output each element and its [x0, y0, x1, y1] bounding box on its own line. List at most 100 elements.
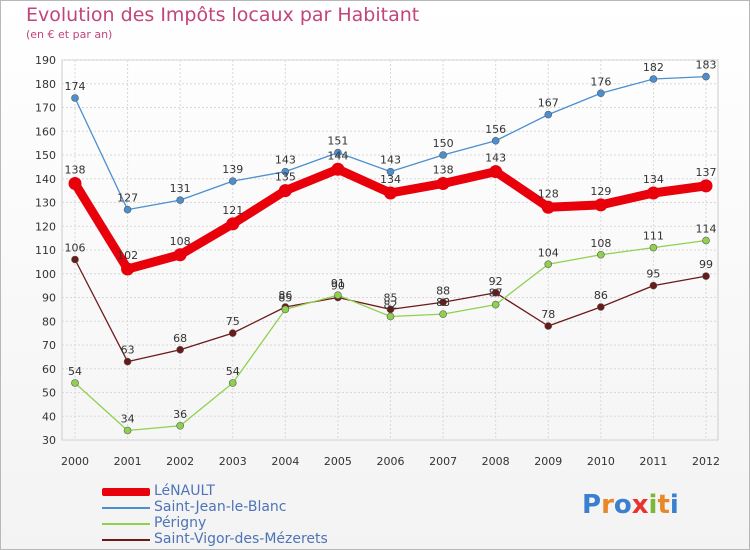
x-tick-label: 2006: [377, 455, 405, 468]
data-label: 78: [541, 308, 555, 321]
data-label: 143: [485, 152, 506, 165]
y-tick-label: 110: [35, 244, 56, 257]
y-tick-label: 40: [42, 410, 56, 423]
data-label: 104: [538, 246, 559, 259]
data-point: [176, 345, 184, 354]
data-point: [331, 162, 345, 176]
data-label: 86: [278, 289, 292, 302]
data-label: 143: [380, 154, 401, 167]
data-label: 90: [331, 280, 345, 293]
y-tick-label: 150: [35, 149, 56, 162]
data-point: [334, 291, 342, 299]
logo-letter: o: [613, 490, 632, 520]
y-tick-label: 80: [42, 315, 56, 328]
data-label: 182: [643, 61, 664, 74]
data-point: [386, 167, 395, 176]
data-label: 54: [226, 365, 240, 378]
data-point: [439, 310, 447, 318]
data-point: [439, 298, 447, 307]
data-label: 83: [436, 296, 450, 309]
data-label: 138: [433, 164, 454, 177]
y-tick-label: 50: [42, 387, 56, 400]
data-point: [123, 205, 132, 214]
data-label: 108: [590, 237, 611, 250]
data-point: [544, 260, 553, 269]
data-point: [439, 151, 447, 159]
data-label: 99: [699, 258, 713, 271]
data-point: [491, 300, 500, 309]
data-label: 156: [485, 123, 506, 136]
data-point: [121, 262, 135, 276]
x-tick-label: 2001: [114, 455, 142, 468]
data-point: [384, 186, 397, 200]
data-point: [226, 217, 240, 231]
data-label: 95: [646, 268, 660, 281]
data-point: [544, 110, 553, 119]
data-point: [702, 236, 710, 245]
data-label: 138: [65, 164, 86, 177]
data-label: 63: [121, 344, 135, 357]
data-point: [646, 186, 660, 200]
data-point: [71, 255, 79, 264]
proxiti-logo: Proxiti: [582, 490, 679, 520]
x-tick-label: 2004: [271, 455, 299, 468]
data-label: 134: [380, 173, 401, 186]
chart-subtitle: (en € et par an): [26, 28, 113, 41]
data-label: 129: [590, 185, 611, 198]
data-point: [123, 426, 132, 435]
data-point: [176, 421, 184, 430]
data-point: [334, 148, 342, 157]
data-label: 54: [68, 365, 82, 378]
x-tick-label: 2010: [587, 455, 615, 468]
logo-letter: t: [657, 490, 670, 520]
y-tick-label: 180: [35, 78, 56, 91]
legend-swatch-saint-vigor-des-mezerets: [102, 539, 150, 541]
x-tick-label: 2000: [61, 455, 89, 468]
y-tick-label: 140: [35, 173, 56, 186]
y-tick-label: 60: [42, 363, 56, 376]
x-tick-label: 2005: [324, 455, 352, 468]
y-tick-label: 130: [35, 197, 56, 210]
data-point: [702, 72, 710, 81]
y-tick-label: 90: [42, 292, 56, 305]
logo-letter: i: [648, 490, 658, 520]
x-tick-label: 2002: [166, 455, 194, 468]
data-label: 68: [173, 332, 187, 345]
data-point: [649, 243, 658, 252]
data-point: [649, 75, 658, 83]
x-tick-label: 2012: [692, 455, 720, 468]
data-label: 139: [222, 163, 243, 176]
data-label: 111: [643, 230, 664, 243]
data-point: [71, 94, 79, 102]
data-point: [123, 357, 132, 366]
data-label: 134: [643, 173, 664, 186]
data-label: 144: [327, 149, 348, 162]
data-label: 174: [65, 80, 86, 93]
logo-letter: r: [601, 490, 614, 520]
data-label: 87: [489, 287, 503, 300]
data-label: 150: [433, 137, 454, 150]
data-label: 108: [170, 235, 191, 248]
data-point: [541, 200, 555, 214]
data-point: [281, 305, 290, 314]
data-point: [699, 179, 713, 193]
data-label: 135: [275, 171, 296, 184]
data-label: 34: [121, 413, 135, 426]
data-label: 127: [117, 192, 138, 205]
data-label: 176: [590, 75, 611, 88]
data-point: [702, 272, 710, 280]
data-point: [228, 177, 237, 185]
data-label: 106: [65, 242, 86, 255]
data-point: [594, 198, 608, 212]
y-tick-label: 120: [35, 220, 56, 233]
data-point: [173, 248, 187, 262]
data-point: [176, 196, 184, 204]
x-tick-label: 2008: [482, 455, 510, 468]
data-point: [597, 250, 605, 259]
data-label: 91: [331, 277, 345, 290]
data-label: 85: [384, 291, 398, 304]
data-label: 102: [117, 249, 138, 262]
data-label: 128: [538, 187, 559, 200]
data-point: [544, 322, 553, 330]
